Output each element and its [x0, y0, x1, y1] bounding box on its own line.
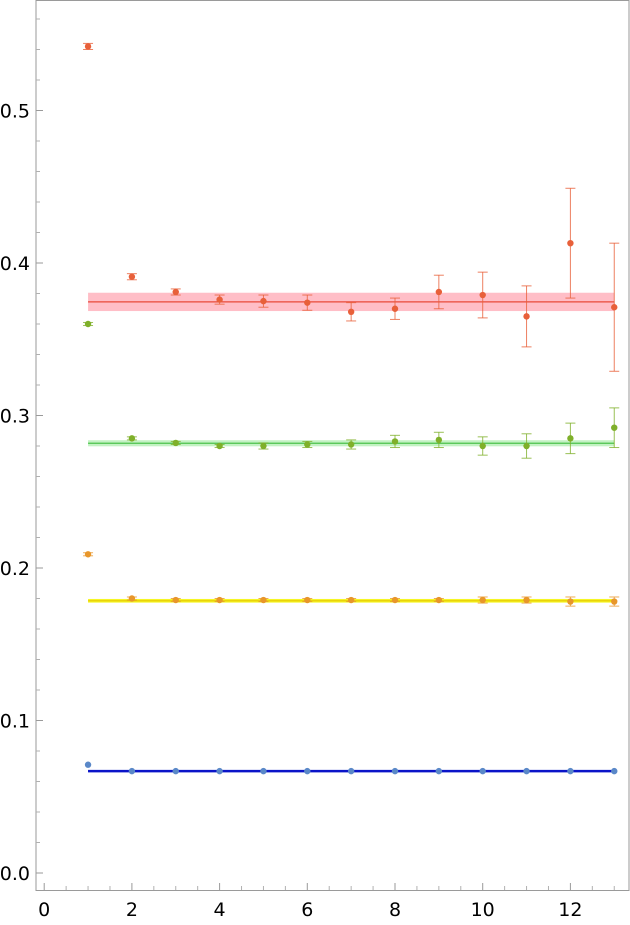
data-point: [84, 320, 92, 328]
data-point: [216, 296, 223, 303]
data-point: [260, 767, 267, 775]
data-point: [479, 596, 486, 604]
data-point: [523, 313, 530, 320]
data-point: [172, 439, 179, 447]
data-point: [347, 767, 355, 775]
data-point: [304, 441, 311, 448]
data-point: [172, 288, 179, 296]
data-point: [260, 596, 267, 604]
data-point: [567, 598, 574, 605]
data-point: [611, 304, 618, 311]
x-tick-label: 10: [471, 899, 495, 921]
data-point: [347, 441, 355, 448]
data-point: [128, 767, 136, 775]
data-point: [523, 596, 530, 604]
data-point: [391, 438, 399, 445]
data-point: [567, 239, 574, 247]
data-point: [567, 767, 574, 775]
x-tick-label: 8: [389, 899, 401, 921]
y-tick-label: 0.5: [0, 101, 30, 123]
x-tick-label: 4: [214, 899, 226, 921]
data-point: [216, 442, 223, 450]
y-tick-label: 0.3: [0, 406, 30, 428]
data-point: [523, 442, 530, 450]
data-point: [567, 435, 574, 442]
data-point: [391, 305, 399, 312]
data-point: [260, 297, 267, 305]
data-point: [435, 436, 443, 444]
x-axis-ticks: 0 2 4 6 8 10 12: [38, 883, 615, 921]
fit-bands: [88, 292, 615, 773]
data-point: [611, 767, 618, 775]
data-point: [84, 761, 92, 768]
data-point: [391, 767, 399, 775]
data-point: [172, 767, 179, 775]
data-point: [84, 43, 92, 50]
y-axis-ticks: 0.0 0.1 0.2 0.3 0.4 0.5: [0, 18, 43, 885]
y-tick-label: 0.0: [0, 863, 30, 885]
data-point: [611, 424, 618, 431]
data-point: [479, 767, 486, 775]
data-point: [523, 767, 530, 775]
data-point: [435, 288, 443, 296]
x-tick-label: 6: [301, 899, 313, 921]
data-point: [260, 442, 267, 450]
fit-lines: [88, 301, 615, 773]
data-point: [391, 596, 399, 604]
data-points: [84, 43, 618, 775]
data-point: [172, 596, 179, 604]
x-tick-label: 2: [126, 899, 138, 921]
y-tick-label: 0.1: [0, 711, 30, 733]
data-point: [347, 596, 355, 604]
data-point: [347, 308, 355, 315]
data-point: [435, 767, 443, 775]
data-point: [479, 442, 486, 450]
error-bars: [83, 42, 620, 607]
y-tick-label: 0.2: [0, 558, 30, 580]
x-tick-label: 0: [38, 899, 50, 921]
y-tick-label: 0.4: [0, 253, 30, 275]
data-point: [435, 596, 443, 604]
data-point: [128, 273, 136, 280]
data-point: [304, 596, 311, 604]
data-point: [611, 598, 618, 605]
data-point: [479, 291, 486, 299]
x-tick-label: 12: [558, 899, 582, 921]
data-point: [84, 551, 92, 558]
data-point: [304, 767, 311, 775]
data-point: [128, 595, 136, 602]
data-point: [216, 767, 223, 775]
data-point: [128, 435, 136, 442]
data-point: [304, 299, 311, 306]
data-point: [216, 596, 223, 604]
